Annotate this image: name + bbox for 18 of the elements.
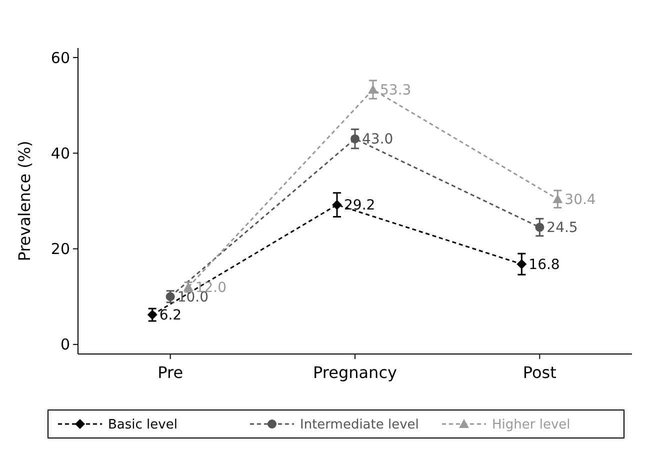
data-label: 43.0	[362, 132, 394, 148]
data-label: 16.8	[528, 257, 560, 274]
data-label: 29.2	[344, 198, 376, 214]
data-label: 53.3	[380, 82, 412, 98]
data-label: 24.5	[546, 220, 578, 236]
legend-label: Higher level	[492, 418, 570, 433]
y-axis-title: Prevalence (%)	[15, 140, 34, 262]
x-tick-label: Pregnancy	[313, 363, 397, 382]
x-tick-label: Post	[522, 363, 556, 382]
y-tick-label: 40	[50, 144, 70, 162]
legend-label: Basic level	[108, 418, 178, 433]
y-tick-label: 0	[60, 336, 70, 354]
data-label: 6.2	[159, 308, 182, 324]
y-tick-label: 60	[50, 48, 70, 67]
legend-label: Intermediate level	[300, 418, 419, 433]
y-tick-label: 20	[50, 240, 70, 258]
data-label: 30.4	[564, 192, 596, 208]
x-tick-label: Pre	[158, 363, 184, 382]
